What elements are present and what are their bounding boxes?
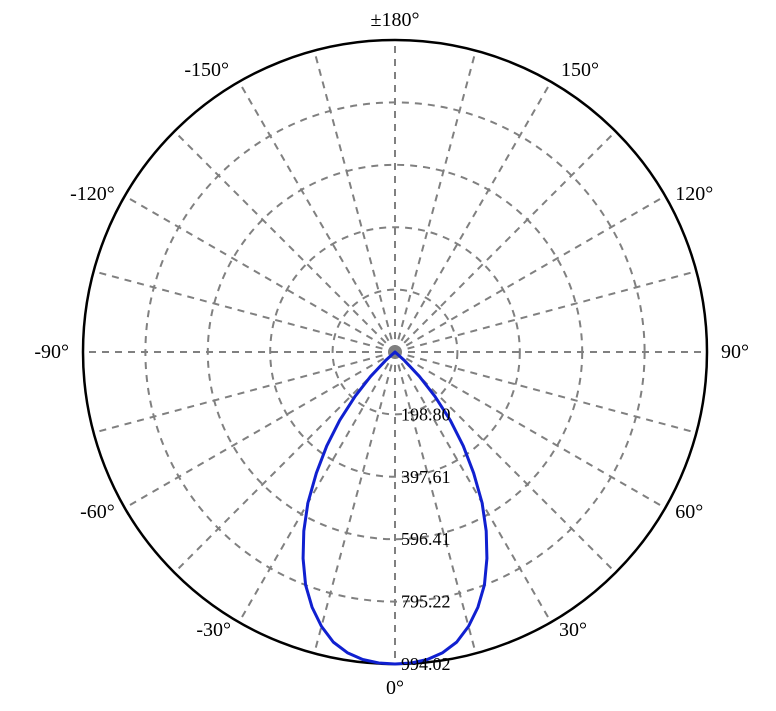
angle-label: -30° xyxy=(196,619,231,641)
angle-label: 120° xyxy=(675,183,713,205)
radial-tick-label: 994.02 xyxy=(401,654,451,674)
radial-tick-label: 397.61 xyxy=(401,467,451,487)
angle-label: -120° xyxy=(70,183,115,205)
angle-label: -150° xyxy=(184,59,229,81)
radial-tick-label: 198.80 xyxy=(401,404,451,424)
angle-label: 60° xyxy=(675,501,703,523)
angle-label: 150° xyxy=(561,59,599,81)
radial-tick-label: 596.41 xyxy=(401,529,451,549)
polar-svg: 198.80 397.61 596.41 795.22 994.02 ±180° 150° 1… xyxy=(0,0,776,711)
angle-label: 30° xyxy=(559,619,587,641)
angle-label: -90° xyxy=(34,341,69,363)
chart-background xyxy=(0,0,776,711)
radial-tick-label: 795.22 xyxy=(401,592,451,612)
angle-label: ±180° xyxy=(371,9,420,31)
angle-label: -60° xyxy=(80,501,115,523)
angle-label: 90° xyxy=(721,341,749,363)
angle-label: 0° xyxy=(386,677,404,699)
polar-chart: 198.80 397.61 596.41 795.22 994.02 ±180° 150° 1… xyxy=(0,0,776,711)
